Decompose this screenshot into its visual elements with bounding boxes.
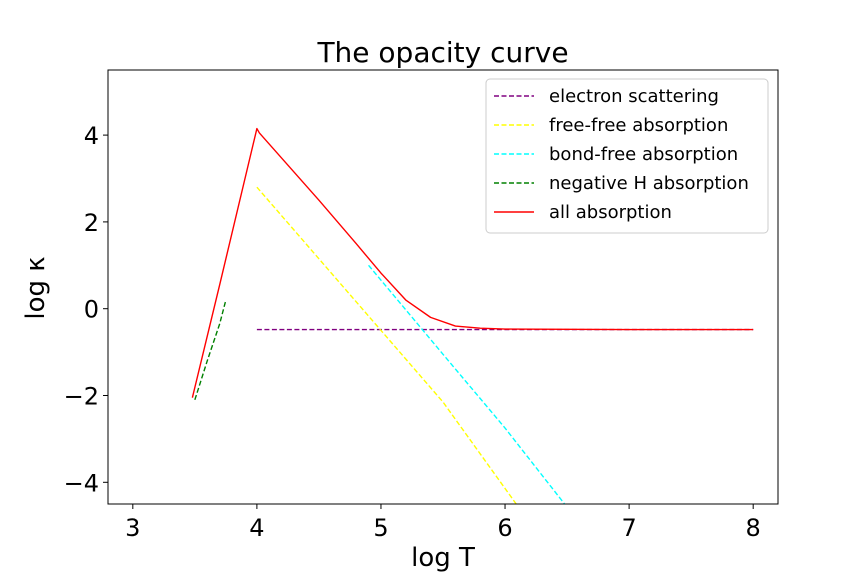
x-tick-label: 5 <box>373 514 388 542</box>
y-tick-label: 4 <box>84 122 99 150</box>
x-tick-label: 8 <box>746 514 761 542</box>
y-tick-label: 0 <box>84 296 99 324</box>
series-line-negative-h-absorption <box>194 299 227 401</box>
legend-label: negative H absorption <box>549 173 749 194</box>
x-tick-label: 3 <box>125 514 140 542</box>
legend-label: electron scattering <box>549 86 719 107</box>
y-tick-label: −2 <box>64 383 99 411</box>
x-tick-label: 4 <box>249 514 264 542</box>
legend-label: bond-free absorption <box>549 144 738 165</box>
series-line-free-free-absorption <box>256 186 517 504</box>
x-tick-label: 6 <box>497 514 512 542</box>
legend-label: all absorption <box>549 202 672 223</box>
series-line-all-absorption <box>191 127 754 398</box>
chart-title: The opacity curve <box>316 36 568 69</box>
y-tick-label: 2 <box>84 209 99 237</box>
y-axis-label: log κ <box>21 256 51 319</box>
legend: electron scattering free-free absorption b… <box>485 78 769 234</box>
plot-frame <box>107 69 779 505</box>
ticks-layer: 3 4 5 6 7 8 −4 −2 0 2 4 <box>64 122 761 542</box>
x-axis-label: log T <box>411 543 475 573</box>
x-tick-label: 7 <box>621 514 636 542</box>
y-tick-label: −4 <box>64 469 99 497</box>
legend-box <box>485 78 769 234</box>
series-line-bond-free-absorption <box>368 264 566 504</box>
legend-label: free-free absorption <box>549 115 728 136</box>
series-layer <box>191 127 754 504</box>
